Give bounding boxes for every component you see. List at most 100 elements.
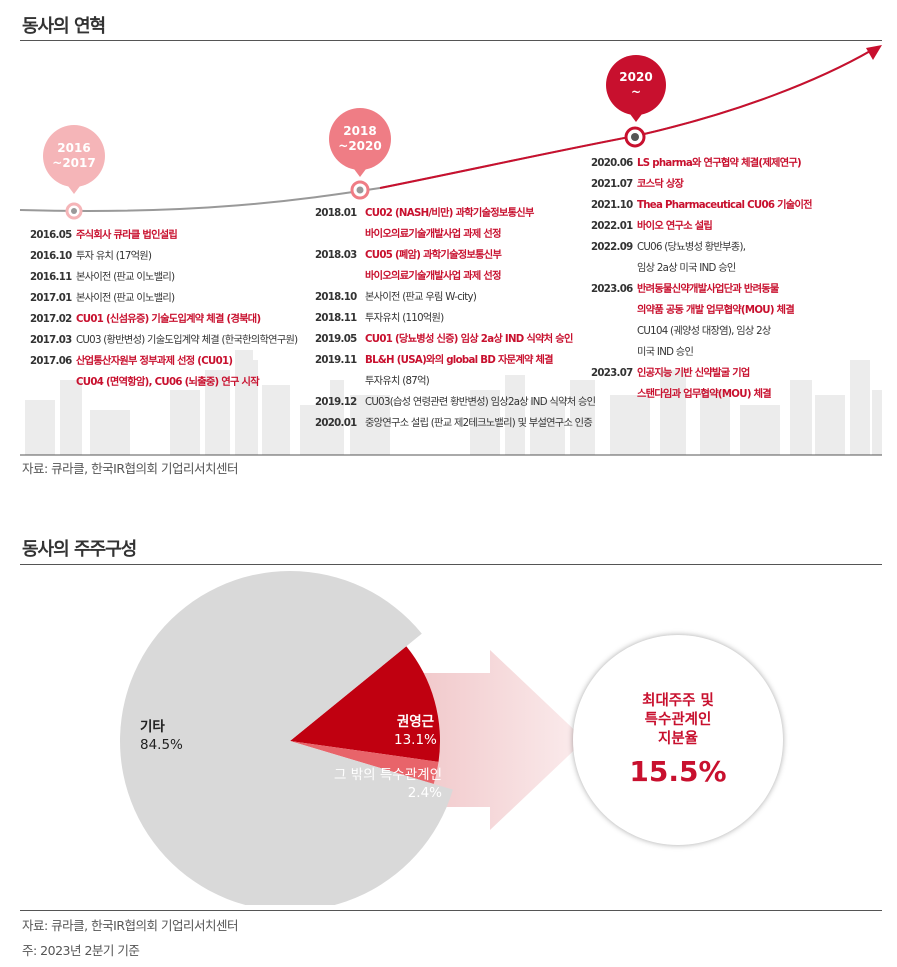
- skyline-decoration: [25, 350, 882, 455]
- history-event: 2022.01 바이오 연구소 설립: [591, 220, 812, 241]
- history-event: 2016.11 본사이전 (판교 이노밸리): [30, 271, 297, 292]
- event-text: 산업통산자원부 정부과제 선정 (CU01): [76, 356, 233, 367]
- callout-line3: 지분율: [657, 731, 699, 747]
- event-text: 미국 IND 승인: [637, 347, 694, 358]
- event-date: 2019.11: [315, 355, 357, 366]
- event-text: CU02 (NASH/비만) 과학기술정보통신부: [365, 208, 534, 219]
- period-label: 2018 ~2020: [338, 124, 382, 153]
- pie-chart: [120, 571, 585, 905]
- history-event: 2016.10 투자 유치 (17억원): [30, 250, 297, 271]
- event-text: CU06 (당뇨병성 황반부종),: [637, 242, 746, 253]
- history-event: 2021.10 Thea Pharmaceutical CU06 기술이전: [591, 199, 813, 220]
- event-text: BL&H (USA)와의 global BD 자문계약 체결: [365, 355, 554, 366]
- history-event: 2020.01 중앙연구소 설립 (판교 제2테크노밸리) 및 부설연구소 인증: [315, 417, 595, 438]
- ownership-title: 동사의 주주구성: [22, 539, 137, 560]
- label-kwon-name: 권영근: [396, 714, 435, 730]
- history-event: 2018.01 CU02 (NASH/비만) 과학기술정보통신부: [315, 207, 595, 228]
- highlight-arrow: [420, 650, 585, 830]
- label-related-name: 그 밖의 특수관계인: [334, 767, 442, 783]
- label-others-name: 기타: [140, 719, 165, 735]
- event-text: CU104 (궤양성 대장염), 임상 2상: [637, 326, 771, 337]
- history-event: 2018.11 투자유치 (110억원): [315, 312, 595, 333]
- history-event: 바이오의료기술개발사업 과제 선정: [315, 228, 595, 249]
- event-text: 투자 유치 (17억원): [76, 251, 152, 262]
- history-source: 자료: 큐라클, 한국IR협의회 기업리서치센터: [22, 461, 238, 476]
- event-text: 바이오의료기술개발사업 과제 선정: [365, 271, 501, 282]
- ownership-note: 주: 2023년 2분기 기준: [22, 943, 140, 958]
- event-date: 2023.06: [591, 284, 633, 295]
- event-text: CU03(습성 연령관련 황반변성) 임상2a상 IND 식약처 승인: [365, 397, 596, 408]
- event-date: 2022.09: [591, 242, 633, 253]
- pie-slice-related: [290, 741, 439, 784]
- event-text: CU01 (신섬유증) 기술도입계약 체결 (경북대): [76, 314, 261, 325]
- event-text: 의약품 공동 개발 업무협약(MOU) 체결: [637, 305, 795, 316]
- history-event: 2020.06 LS pharma와 연구협약 체결(제제연구): [591, 157, 812, 178]
- history-event: 임상 2a상 미국 IND 승인: [591, 262, 812, 283]
- history-event: 2017.01 본사이전 (판교 이노밸리): [30, 292, 297, 313]
- history-column-2016: 2016.05 주식회사 큐라클 법인설립 2016.10 투자 유치 (17억원) 2…: [30, 229, 298, 397]
- label-kwon-value: 13.1%: [394, 732, 437, 748]
- period-bubble-2016: 2016 ~2017: [43, 125, 105, 194]
- label-others-value: 84.5%: [140, 737, 183, 753]
- event-text: LS pharma와 연구협약 체결(제제연구): [637, 158, 802, 169]
- history-event: 바이오의료기술개발사업 과제 선정: [315, 270, 595, 291]
- ownership-bottom-rule: [20, 910, 882, 911]
- event-date: 2023.07: [591, 368, 633, 379]
- event-date: 2018.10: [315, 292, 357, 303]
- history-column-2020: 2020.06 LS pharma와 연구협약 체결(제제연구) 2021.07 코스…: [591, 157, 813, 409]
- history-event: 2023.06 반려동물신약개발사업단과 반려동물: [591, 283, 812, 304]
- history-event: 2017.02 CU01 (신섬유증) 기술도입계약 체결 (경북대): [30, 313, 297, 334]
- event-text: 반려동물신약개발사업단과 반려동물: [637, 284, 779, 295]
- event-text: 바이오의료기술개발사업 과제 선정: [365, 229, 501, 240]
- event-text: 투자유치 (87억): [365, 376, 430, 387]
- event-text: 코스닥 상장: [637, 179, 684, 190]
- history-event: 의약품 공동 개발 업무협약(MOU) 체결: [591, 304, 812, 325]
- event-date: 2017.02: [30, 314, 72, 325]
- event-text: 본사이전 (판교 이노밸리): [76, 272, 175, 283]
- period-bubble-2020: 2020 ~: [606, 55, 666, 122]
- label-related: 그 밖의 특수관계인 2.4%: [322, 766, 442, 802]
- ownership-title-rule: [20, 564, 882, 565]
- history-event: 2018.03 CU05 (폐암) 과학기술정보통신부: [315, 249, 595, 270]
- history-title: 동사의 연혁: [22, 16, 106, 37]
- event-text: 중앙연구소 설립 (판교 제2테크노밸리) 및 부설연구소 인증: [365, 418, 593, 429]
- history-event: 2019.12 CU03(습성 연령관련 황반변성) 임상2a상 IND 식약처 …: [315, 396, 596, 417]
- history-event: 2022.09 CU06 (당뇨병성 황반부종),: [591, 241, 812, 262]
- event-text: CU01 (당뇨병성 신증) 임상 2a상 IND 식약처 승인: [365, 334, 573, 345]
- period-label: 2020 ~: [619, 70, 653, 99]
- pie-slice-others: [120, 571, 453, 905]
- event-text: 투자유치 (110억원): [365, 313, 444, 324]
- event-text: Thea Pharmaceutical CU06 기술이전: [637, 200, 813, 211]
- history-event: CU04 (면역항암), CU06 (뇌출중) 연구 시작: [30, 376, 297, 397]
- history-event: 미국 IND 승인: [591, 346, 812, 367]
- period-label: 2016 ~2017: [52, 141, 96, 170]
- callout-line1: 최대주주 및: [642, 693, 714, 709]
- history-event: CU104 (궤양성 대장염), 임상 2상: [591, 325, 812, 346]
- event-text: 인공지능 기반 신약발굴 기업: [637, 368, 750, 379]
- event-date: 2017.03: [30, 335, 72, 346]
- period-bubble-2018: 2018 ~2020: [329, 108, 391, 177]
- event-date: 2022.01: [591, 221, 633, 232]
- event-date: 2019.05: [315, 334, 357, 345]
- label-related-value: 2.4%: [407, 785, 442, 801]
- event-date: 2016.05: [30, 230, 72, 241]
- history-event: 2016.05 주식회사 큐라클 법인설립: [30, 229, 297, 250]
- event-date: 2020.06: [591, 158, 633, 169]
- event-text: CU05 (폐암) 과학기술정보통신부: [365, 250, 502, 261]
- event-date: 2019.12: [315, 397, 357, 408]
- history-event: 2019.11 BL&H (USA)와의 global BD 자문계약 체결: [315, 354, 595, 375]
- event-text: CU03 (황반변성) 기술도입계약 체결 (한국한의학연구원): [76, 335, 298, 346]
- history-event: 2023.07 인공지능 기반 신약발굴 기업: [591, 367, 812, 388]
- event-date: 2018.01: [315, 208, 357, 219]
- history-event: 2017.06 산업통산자원부 정부과제 선정 (CU01): [30, 355, 297, 376]
- history-event: 투자유치 (87억): [315, 375, 595, 396]
- timeline-graphic: [19, 45, 882, 456]
- event-date: 2016.10: [30, 251, 72, 262]
- label-others: 기타 84.5%: [140, 718, 183, 754]
- history-event: 2018.10 본사이전 (판교 우림 W-city): [315, 291, 595, 312]
- event-date: 2018.11: [315, 313, 357, 324]
- label-kwon: 권영근 13.1%: [394, 713, 437, 749]
- event-text: 본사이전 (판교 이노밸리): [76, 293, 175, 304]
- callout-value: 15.5%: [629, 755, 727, 788]
